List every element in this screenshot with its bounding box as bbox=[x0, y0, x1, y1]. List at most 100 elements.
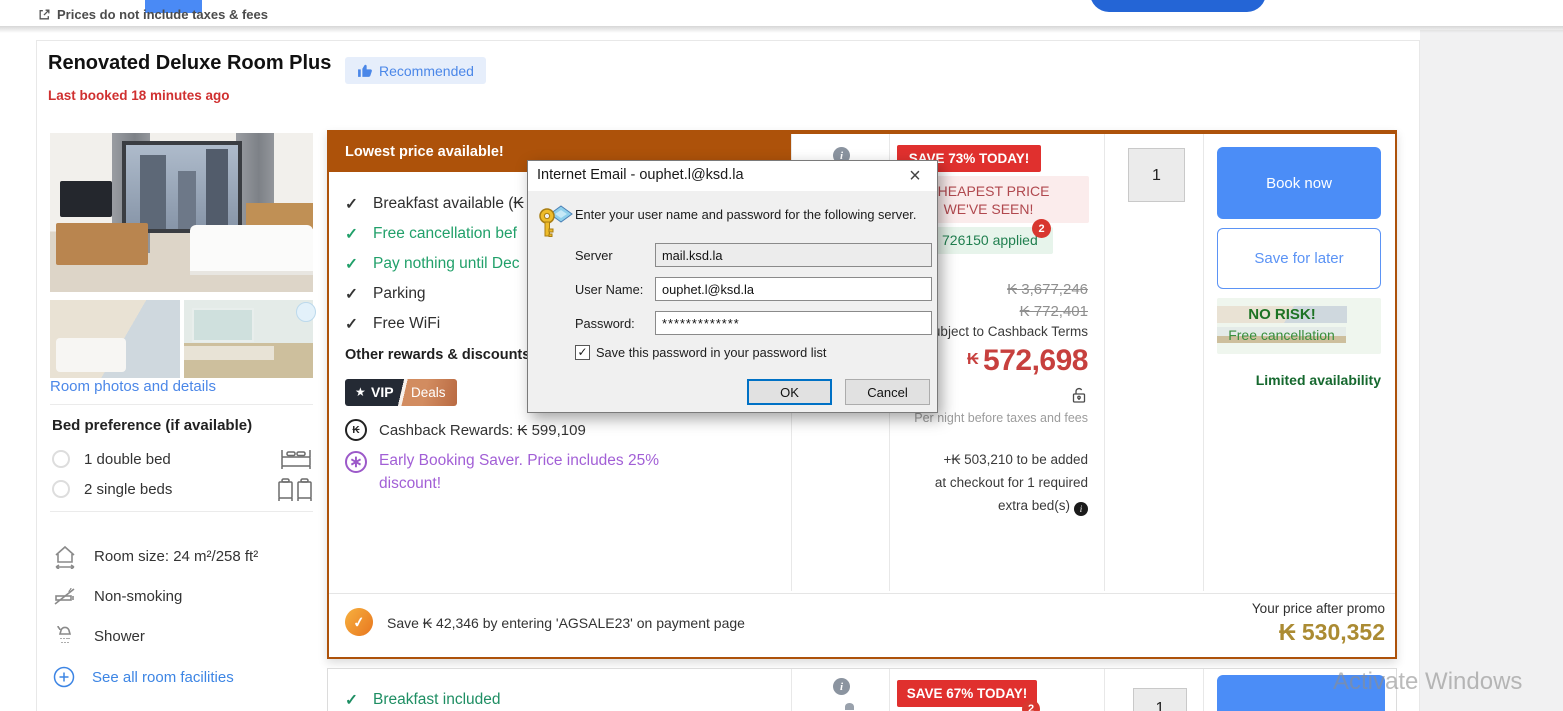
last-booked-note: Last booked 18 minutes ago bbox=[48, 88, 230, 103]
page-background-strip bbox=[1420, 30, 1563, 711]
recommended-label: Recommended bbox=[379, 62, 474, 79]
check-icon: ✓ bbox=[345, 286, 358, 303]
quantity-selector[interactable]: 1 bbox=[1128, 148, 1185, 202]
close-icon[interactable]: × bbox=[909, 164, 921, 187]
see-all-facilities[interactable]: See all room facilities bbox=[52, 665, 234, 689]
check-icon: ✓ bbox=[345, 196, 358, 213]
feature-label: Parking bbox=[373, 285, 426, 302]
username-input[interactable] bbox=[655, 277, 932, 301]
feature-breakfast: ✓ Breakfast available (₭ bbox=[345, 195, 524, 214]
bed-preference-heading: Bed preference (if available) bbox=[52, 417, 253, 434]
check-icon: ✓ bbox=[345, 256, 358, 273]
save-today-badge: SAVE 67% TODAY! bbox=[897, 680, 1037, 707]
double-bed-icon bbox=[281, 450, 311, 469]
book-now-button[interactable]: Book now bbox=[1217, 147, 1381, 219]
room-photo-thumb-2[interactable] bbox=[184, 300, 313, 378]
radio-button[interactable] bbox=[52, 480, 70, 498]
coupon-count-badge: 2 bbox=[1032, 219, 1051, 238]
twin-beds-icon bbox=[278, 478, 312, 501]
info-icon[interactable]: i bbox=[833, 678, 850, 695]
fact-shower: Shower bbox=[52, 623, 145, 649]
cancel-button[interactable]: Cancel bbox=[845, 379, 930, 405]
dialog-title-bar[interactable]: Internet Email - ouphet.l@ksd.la × bbox=[528, 161, 937, 191]
promo-after-price: ₭ 530,352 bbox=[1278, 619, 1385, 645]
current-price: ₭ 572,698 bbox=[967, 344, 1088, 378]
username-label: User Name: bbox=[575, 282, 644, 297]
feature-label: Breakfast included bbox=[373, 691, 501, 708]
room-photo-thumb-1[interactable] bbox=[50, 300, 180, 378]
save-password-checkbox[interactable]: ✓ bbox=[575, 345, 590, 360]
fact-label: Shower bbox=[94, 627, 145, 645]
early-booking-icon: ∗ bbox=[345, 451, 367, 473]
activate-windows-watermark: Activate Windows bbox=[1333, 668, 1523, 695]
feature-label: Breakfast available (₭ bbox=[373, 195, 524, 212]
fact-room-size: Room size: 24 m²/258 ft² bbox=[52, 543, 258, 569]
price-disclaimer: Prices do not include taxes & fees bbox=[38, 7, 268, 22]
fact-label: Room size: 24 m²/258 ft² bbox=[94, 547, 259, 565]
coupon-count-badge: 2 bbox=[1022, 700, 1040, 711]
info-icon[interactable]: i bbox=[833, 147, 850, 164]
photo-window bbox=[122, 141, 242, 233]
column-divider bbox=[1104, 669, 1105, 711]
bed-option-twin[interactable]: 2 single beds bbox=[52, 477, 313, 501]
check-icon: ✓ bbox=[345, 226, 358, 243]
limited-availability: Limited availability bbox=[1255, 372, 1381, 388]
save-for-later-button[interactable]: Save for later bbox=[1217, 228, 1381, 289]
bed-option-double[interactable]: 1 double bed bbox=[52, 447, 313, 471]
clipped-primary-button[interactable] bbox=[1090, 0, 1266, 12]
feature-breakfast-included: ✓ Breakfast included bbox=[345, 691, 501, 710]
column-divider bbox=[791, 669, 792, 711]
photo-badge-icon bbox=[296, 302, 316, 322]
feature-label: Free WiFi bbox=[373, 315, 441, 332]
clipped-tab-indicator bbox=[145, 0, 202, 13]
ok-button[interactable]: OK bbox=[747, 379, 832, 405]
server-input[interactable] bbox=[655, 243, 932, 267]
book-now-button[interactable] bbox=[1217, 675, 1385, 711]
offer-card-2: ✓ Breakfast included i SAVE 67% TODAY! 2… bbox=[327, 668, 1397, 711]
feature-pay-nothing: ✓ Pay nothing until Dec bbox=[345, 255, 519, 274]
feature-label: Pay nothing until Dec bbox=[373, 255, 520, 272]
offer-card-lowest-price: Lowest price available! ✓ Breakfast avai… bbox=[327, 130, 1397, 659]
feature-label: Free cancellation bef bbox=[373, 225, 517, 242]
password-input[interactable] bbox=[655, 311, 932, 335]
feature-parking: ✓ Parking bbox=[345, 285, 426, 304]
fact-label: Non-smoking bbox=[94, 587, 183, 605]
extra-bed-text: extra bed(s) bbox=[997, 498, 1070, 513]
check-icon: ✓ bbox=[345, 692, 358, 709]
recommended-badge: Recommended bbox=[345, 57, 486, 84]
early-booking-row: ∗ Early Booking Saver. Price includes 25… bbox=[345, 449, 735, 495]
dialog-title: Internet Email - ouphet.l@ksd.la bbox=[537, 167, 744, 183]
cheapest-line-2: WE'VE SEEN! bbox=[943, 201, 1034, 217]
occupancy-icon bbox=[845, 703, 854, 710]
cashback-label: Cashback Rewards: ₭ 599,109 bbox=[379, 421, 586, 439]
no-risk-subtitle: Free cancellation bbox=[1217, 327, 1346, 343]
star-icon: ★ bbox=[355, 385, 366, 399]
promo-coin-icon: ✓ bbox=[343, 606, 375, 638]
room-photos-link[interactable]: Room photos and details bbox=[50, 378, 216, 395]
old-price-2: ₭ 772,401 bbox=[1019, 303, 1088, 320]
vip-deals-badge: ★ VIP Deals bbox=[345, 379, 457, 406]
room-photo-main[interactable] bbox=[50, 133, 313, 292]
cashback-terms: Subject to Cashback Terms bbox=[923, 324, 1088, 339]
cashback-rewards-row: ₭ Cashback Rewards: ₭ 599,109 bbox=[345, 419, 586, 441]
no-risk-box: NO RISK! Free cancellation bbox=[1217, 298, 1381, 354]
password-label: Password: bbox=[575, 316, 635, 331]
early-booking-label: Early Booking Saver. Price includes 25% … bbox=[379, 452, 660, 492]
photo-desk bbox=[56, 223, 148, 265]
promo-after-label: Your price after promo bbox=[1251, 601, 1385, 616]
thumbs-up-icon bbox=[358, 64, 372, 77]
vip-label: VIP bbox=[371, 384, 394, 400]
column-divider bbox=[1203, 669, 1204, 711]
quantity-selector[interactable]: 1 bbox=[1133, 688, 1187, 711]
check-icon: ✓ bbox=[345, 316, 358, 333]
rewards-heading: Other rewards & discounts bbox=[345, 347, 531, 363]
feature-free-cancellation: ✓ Free cancellation bef bbox=[345, 225, 517, 244]
internet-email-dialog: Internet Email - ouphet.l@ksd.la × Enter… bbox=[527, 160, 938, 413]
top-bar: Prices do not include taxes & fees bbox=[0, 0, 1563, 26]
divider bbox=[50, 404, 313, 405]
extra-bed-info-icon[interactable]: i bbox=[1074, 502, 1088, 516]
radio-button[interactable] bbox=[52, 450, 70, 468]
shower-icon bbox=[57, 625, 72, 643]
server-label: Server bbox=[575, 248, 613, 263]
